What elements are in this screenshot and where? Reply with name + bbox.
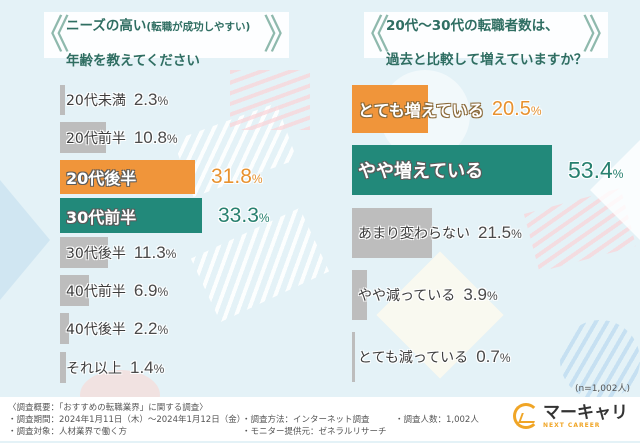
bar-value: 3.9%: [463, 285, 498, 304]
bar-label: やや増えている: [358, 161, 484, 182]
bar-label: やや減っている: [358, 288, 456, 304]
bar-row-greatly-increased: とても増えている 20.5%: [352, 85, 542, 133]
bar-value: 1.4%: [130, 357, 165, 377]
bar: [60, 237, 108, 268]
bar-label: とても減っている: [358, 350, 469, 366]
bar-label: それ以上: [66, 360, 122, 377]
bar: [352, 85, 428, 133]
right-bar-chart: とても増えている 20.5% やや増えている 53.4% あまり変わらない 21…: [352, 0, 632, 400]
bar: [352, 332, 355, 382]
bar-label: 20代後半: [66, 169, 137, 188]
bracket-open-icon: 《: [30, 12, 70, 58]
bracket-close-icon: 》: [582, 12, 622, 58]
bar-value: 33.3%: [218, 203, 270, 227]
bracket-open-icon: 《: [350, 12, 390, 58]
bar-row-late-40s: 40代後半 2.2%: [60, 313, 168, 344]
bar-row-over: それ以上 1.4%: [60, 352, 164, 383]
bracket-close-icon: 》: [263, 12, 303, 58]
brand-logo: マーキャリ NEXT CAREER: [513, 403, 628, 429]
footer-col-3: ・調査人数：1,002人: [395, 414, 479, 426]
bar: [60, 352, 66, 383]
bar-value: 2.3%: [133, 90, 169, 109]
circle-decoration: [560, 320, 640, 400]
triangle-decoration: [590, 140, 640, 240]
logo-subtitle: NEXT CAREER: [543, 421, 601, 429]
bar-value: 6.9%: [133, 280, 169, 300]
bar: [60, 122, 106, 153]
bar: [60, 198, 202, 233]
bar: [60, 275, 89, 306]
bar-row-greatly-decreased: とても減っている 0.7%: [352, 332, 511, 382]
bar: [352, 145, 552, 195]
left-title-text: ニーズの高い(転職が成功しやすい) 年齢を教えてください: [44, 1, 250, 70]
left-chart-title: 《 ニーズの高い(転職が成功しやすい) 年齢を教えてください 》: [30, 12, 303, 69]
title-line1: 20代〜30代の転職者数は、: [386, 18, 559, 34]
bar-value: 31.8%: [211, 165, 263, 188]
bar-label: とても増えている: [358, 101, 484, 120]
sample-size-note: (n=1,002人): [574, 384, 630, 394]
left-bar-chart: 20代未満 2.3% 20代前半 10.8% 20代後半 31.8% 30代前半…: [60, 0, 340, 400]
bar-row-late-20s: 20代後半 31.8%: [60, 160, 263, 194]
bar-value: 11.3%: [133, 242, 177, 262]
bar-label: 30代前半: [66, 207, 137, 227]
bar-label: 40代後半: [66, 321, 126, 338]
bar-value: 20.5%: [491, 97, 542, 120]
footer-col-2: ・調査方法：インターネット調査 ・モニター提供元：ゼネラルリサーチ: [242, 414, 387, 438]
stripe-decoration: [230, 70, 310, 130]
bar-label: 40代前半: [66, 283, 126, 300]
title-line1: ニーズの高い: [66, 17, 147, 34]
bar: [60, 85, 65, 115]
bar-row-slightly-increased: やや増えている 53.4%: [352, 145, 623, 195]
bar-value: 10.8%: [133, 127, 178, 147]
title-line2: 過去と比較して増えていますか？: [386, 52, 588, 68]
triangle-decoration: [0, 180, 50, 300]
bar-row-early-30s: 30代前半 33.3%: [60, 198, 270, 233]
bar: [352, 270, 367, 320]
bar-row-slightly-decreased: やや減っている 3.9%: [352, 270, 498, 320]
survey-target: ・調査対象：人材業界で働く方: [8, 427, 128, 437]
right-chart-title: 《 20代〜30代の転職者数は、 過去と比較して増えていますか？ 》: [350, 12, 622, 68]
bar-row-early-40s: 40代前半 6.9%: [60, 275, 168, 306]
survey-respondents: ・調査人数：1,002人: [395, 415, 479, 425]
bar-row-early-20s: 20代前半 10.8%: [60, 122, 178, 153]
bar-label: あまり変わらない: [358, 226, 470, 242]
survey-method: ・調査方法：インターネット調査: [242, 415, 370, 425]
bar-row-under-20: 20代未満 2.3%: [60, 85, 168, 115]
bar-value: 2.2%: [133, 318, 169, 338]
bar: [352, 208, 432, 258]
bar-label: 30代後半: [66, 245, 126, 262]
logo-mark-icon: [513, 403, 539, 429]
survey-period: ・調査期間：2024年1月11日（木）〜2024年1月12日（金）: [8, 415, 246, 425]
bar-row-late-30s: 30代後半 11.3%: [60, 237, 176, 268]
bar-value: 53.4%: [568, 156, 624, 183]
bar-label: 20代前半: [66, 130, 126, 147]
bar: [60, 160, 195, 194]
bar-row-unchanged: あまり変わらない 21.5%: [352, 208, 522, 258]
title-line2: 年齢を教えてください: [66, 52, 200, 69]
bar-label: 20代未満: [66, 93, 126, 109]
logo-name: マーキャリ: [543, 402, 628, 423]
survey-provider: ・モニター提供元：ゼネラルリサーチ: [242, 427, 387, 437]
bar-value: 0.7%: [476, 347, 511, 366]
bar-value: 21.5%: [478, 223, 522, 242]
bar: [60, 313, 69, 344]
footer-col-1: 〈調査概要：「おすすめの転職業界」に関する調査〉 ・調査期間：2024年1月11…: [8, 402, 245, 438]
right-title-text: 20代〜30代の転職者数は、 過去と比較して増えていますか？: [364, 1, 587, 69]
title-paren: (転職が成功しやすい): [146, 20, 251, 33]
survey-title: 〈調査概要：「おすすめの転職業界」に関する調査〉: [8, 403, 208, 413]
